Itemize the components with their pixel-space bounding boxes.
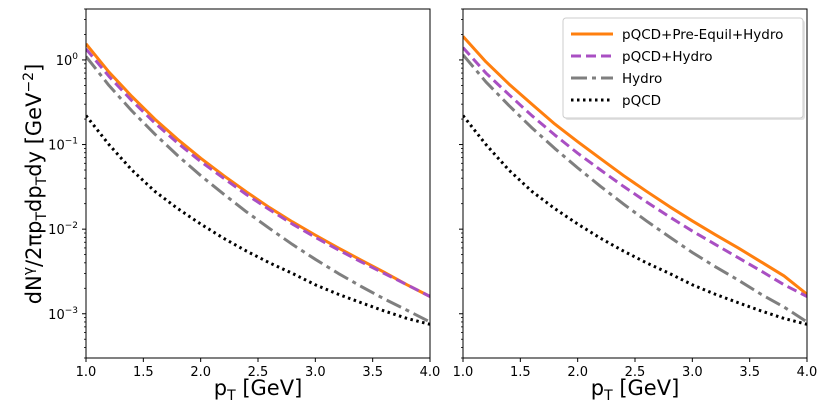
legend-label: pQCD [622,93,661,109]
series-group [463,35,807,326]
x-tick-label: 3.5 [739,365,760,380]
series-group [86,42,430,326]
x-tick-label: 1.0 [76,365,97,380]
y-axis-label: dNγ/2πpTdpTdy [GeV−2] [21,64,50,305]
legend: pQCD+Pre-Equil+Hydro pQCD+Hydro Hydro pQCD [562,17,805,120]
x-tick-label: 2.5 [625,365,646,380]
chart-panel-1: 1.0 1.5 2.0 2.5 3.0 3.5 4.0 100 10−1 10−2 10−3 [48,8,441,380]
x-tick-label: 4.0 [797,365,818,380]
y-tick-label: 10−1 [48,137,78,154]
x-tick-label: 1.0 [453,365,474,380]
x-axis-label-right: pT [GeV] [591,376,680,404]
x-tick-label: 3.0 [682,365,703,380]
legend-label: Hydro [622,71,662,87]
x-tick-label: 1.5 [510,365,531,380]
plot-frame [85,8,431,359]
x-tick-label: 3.5 [362,365,383,380]
series-line-pqcd-hydro [463,46,807,298]
legend-box [562,17,804,119]
x-axis-label-left: pT [GeV] [214,376,303,404]
y-tick-label: 10−2 [48,221,78,238]
y-tick-label: 10−3 [48,306,78,323]
chart-panel-2: 1.0 1.5 2.0 2.5 3.0 3.5 4.0 pQCD+Pre-Equil+Hydr… [453,8,818,380]
x-tick-label: 4.0 [420,365,441,380]
x-tick-label: 3.0 [305,365,326,380]
series-line-hydro [463,53,807,324]
series-line-pqcd [463,114,807,326]
series-line-pqcd-hydro [86,47,430,298]
legend-label: pQCD+Hydro [622,49,713,65]
x-tick-label: 2.0 [567,365,588,380]
x-tick-label: 2.5 [248,365,269,380]
legend-label: pQCD+Pre-Equil+Hydro [622,27,783,43]
y-tick-label: 100 [56,52,79,69]
series-line-pqcd [86,114,430,326]
series-line-pqcd-pre-equil-hydro [463,35,807,296]
series-line-hydro [86,55,430,324]
series-line-pqcd-pre-equil-hydro [86,42,430,298]
x-tick-label: 2.0 [190,365,211,380]
x-tick-label: 1.5 [133,365,154,380]
